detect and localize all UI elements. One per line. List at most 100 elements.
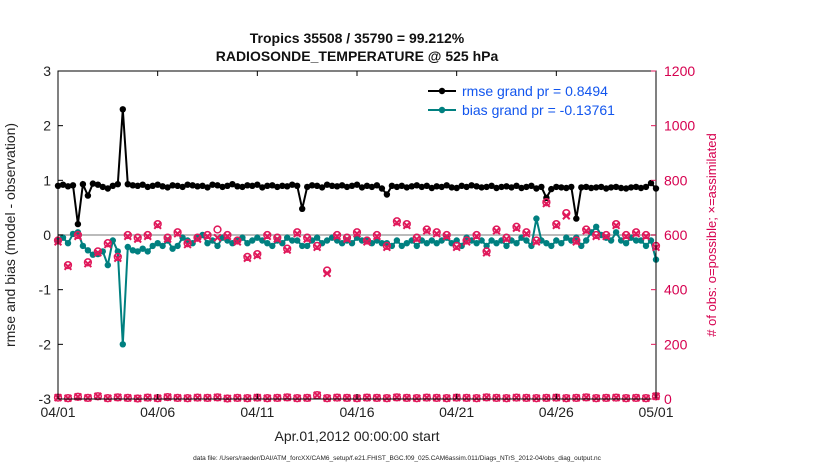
- obs-cross-stroke: [322, 269, 332, 278]
- y-tick-label: 0: [43, 227, 51, 243]
- series-point-rmse: [323, 181, 331, 188]
- obs-bottom-assimilated-point: [233, 393, 242, 403]
- obs-assimilated-point: [213, 233, 222, 242]
- series-point-rmse: [573, 215, 580, 222]
- x-tick-label: 05/01: [638, 404, 673, 420]
- series-point-rmse: [79, 181, 87, 188]
- series-point-rmse: [279, 182, 286, 189]
- obs-bottom-assimilated-point: [502, 394, 511, 403]
- obs-possible-point: [293, 228, 302, 237]
- obs-bottom-possible-point: [263, 394, 272, 403]
- series-point-rmse: [333, 183, 341, 190]
- obs-possible-point: [532, 236, 541, 245]
- series-point-bias: [159, 242, 166, 250]
- series-point-rmse: [488, 182, 495, 189]
- series-point-rmse: [368, 183, 376, 191]
- obs-bottom-assimilated-point: [223, 394, 232, 403]
- obs-cross-stroke: [273, 234, 282, 244]
- obs-cross-stroke: [532, 237, 541, 246]
- obs-assimilated-point: [283, 245, 292, 255]
- obs-assimilated-point: [362, 237, 372, 246]
- obs-cross-stroke: [83, 259, 93, 268]
- obs-cross-stroke: [552, 221, 561, 230]
- series-point-rmse: [463, 183, 470, 191]
- obs-bottom-possible-point: [582, 393, 591, 402]
- series-point-rmse: [289, 181, 296, 188]
- obs-cross-stroke: [243, 254, 252, 263]
- obs-bottom-assimilated-point: [572, 393, 581, 403]
- obs-bottom-possible-point: [482, 393, 491, 402]
- series-point-bias: [593, 223, 600, 230]
- series-point-bias: [299, 242, 306, 250]
- obs-cross-stroke: [582, 226, 591, 236]
- obs-bottom-assimilated-point: [562, 394, 571, 403]
- obs-assimilated-point: [83, 259, 93, 268]
- obs-bottom-assimilated-point: [322, 394, 332, 403]
- series-point-rmse: [647, 179, 655, 187]
- obs-cross-stroke: [113, 254, 122, 263]
- obs-possible-point: [412, 233, 421, 242]
- obs-cross-stroke: [422, 226, 431, 236]
- obs-cross-stroke: [592, 394, 601, 403]
- obs-cross-stroke: [572, 237, 581, 246]
- obs-possible-point: [641, 230, 651, 240]
- obs-possible-point: [153, 219, 162, 229]
- obs-assimilated-point: [631, 229, 641, 238]
- obs-assimilated-point: [452, 243, 461, 252]
- series-point-rmse: [478, 184, 485, 191]
- series-point-rmse: [438, 183, 445, 191]
- obs-possible-point: [123, 230, 132, 240]
- obs-assimilated-point: [223, 232, 232, 241]
- series-point-bias: [264, 240, 271, 247]
- obs-bottom-possible-point: [143, 393, 152, 402]
- obs-bottom-possible-point: [522, 393, 531, 403]
- obs-possible-point: [312, 241, 322, 251]
- series-point-rmse: [518, 184, 525, 192]
- obs-assimilated-point: [293, 229, 302, 238]
- y-tick-label: 2: [43, 118, 51, 134]
- obs-cross-stroke: [263, 394, 272, 403]
- obs-cross-stroke: [402, 221, 411, 230]
- obs-cross-stroke: [183, 240, 192, 249]
- series-point-bias: [423, 240, 430, 247]
- series-point-rmse: [558, 184, 565, 191]
- obs-cross-stroke: [273, 393, 282, 403]
- obs-cross-stroke: [502, 234, 511, 244]
- obs-possible-point: [482, 247, 491, 256]
- obs-bottom-assimilated-point: [422, 393, 431, 402]
- series-point-rmse: [598, 183, 605, 191]
- y2-tick-label: 600: [664, 227, 688, 243]
- obs-bottom-assimilated-point: [522, 393, 531, 403]
- obs-bottom-possible-point: [303, 393, 312, 403]
- series-point-rmse: [224, 182, 231, 189]
- y-tick-label: 3: [43, 63, 51, 79]
- x-tick-label: 04/11: [240, 404, 274, 420]
- obs-cross-stroke: [592, 232, 601, 241]
- obs-cross-stroke: [173, 393, 182, 403]
- obs-cross-stroke: [193, 234, 202, 244]
- obs-bottom-assimilated-point: [592, 394, 601, 403]
- series-point-rmse: [603, 185, 610, 192]
- obs-bottom-possible-point: [213, 393, 222, 402]
- obs-cross-stroke: [432, 393, 441, 403]
- obs-bottom-assimilated-point: [273, 393, 282, 403]
- obs-bottom-possible-point: [631, 393, 641, 403]
- series-point-rmse: [418, 183, 425, 191]
- series-point-rmse: [568, 183, 575, 191]
- series-point-bias: [433, 240, 440, 247]
- series-point-rmse: [448, 184, 455, 191]
- obs-bottom-assimilated-point: [303, 393, 312, 403]
- obs-bottom-possible-point: [462, 393, 471, 403]
- obs-assimilated-point: [73, 232, 83, 241]
- series-point-rmse: [199, 182, 206, 189]
- series-point-bias: [563, 234, 570, 241]
- obs-cross-stroke: [313, 243, 322, 252]
- obs-bottom-possible-point: [243, 394, 252, 403]
- obs-cross-stroke: [472, 394, 481, 403]
- obs-bottom-possible-point: [322, 394, 332, 403]
- obs-possible-point: [472, 230, 481, 240]
- obs-possible-point: [492, 225, 501, 234]
- series-point-bias: [543, 240, 550, 247]
- obs-cross-stroke: [313, 391, 322, 400]
- obs-assimilated-point: [542, 199, 551, 208]
